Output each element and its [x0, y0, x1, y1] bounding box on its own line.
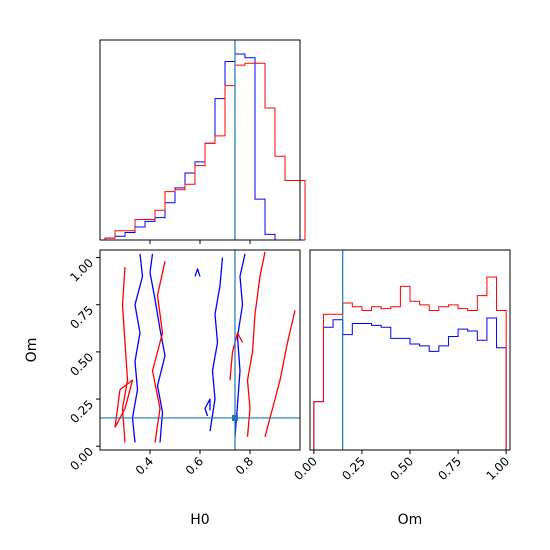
contour-5: [204, 398, 211, 417]
hist-om-xtick-label-0: 0.00: [291, 454, 320, 483]
contour-11: [114, 379, 134, 428]
contour-xtick-label-0: 0.4: [133, 454, 156, 477]
frame-hist-h0: [99, 39, 301, 241]
hist-om-xtick-label-2: 0.50: [387, 454, 416, 483]
contour-0: [131, 253, 144, 443]
contour-xtick-label-2: 0.8: [233, 454, 256, 477]
contour-2: [209, 257, 224, 432]
contour-6: [121, 266, 129, 443]
truth-marker: [232, 414, 238, 421]
contour-ytick-label-1: 0.25: [67, 397, 96, 426]
contour-ytick-label-2: 0.50: [67, 350, 96, 379]
contour-8: [246, 251, 266, 437]
contour-3: [234, 253, 246, 437]
contour-10: [229, 332, 244, 381]
ylabel-om: Om: [24, 338, 40, 363]
xlabel-om: Om: [398, 512, 423, 528]
frame-contour: [99, 249, 301, 451]
hist-om-series-1: [313, 276, 507, 450]
hist-om-xtick-label-3: 0.75: [435, 454, 464, 483]
hist-om-xtick-label-1: 0.25: [339, 454, 368, 483]
panel-hist-h0: [99, 39, 306, 244]
hist-h0-series-1: [104, 62, 306, 240]
hist-om-xtick-label-4: 1.00: [483, 454, 512, 483]
panel-hist-om: 0.00 0.25 0.50 0.75 1.00 Om: [291, 249, 512, 528]
contour-xtick-label-1: 0.6: [183, 454, 206, 477]
contour-ytick-label-3: 0.75: [67, 303, 96, 332]
contour-7: [151, 261, 166, 443]
contour-ytick-label-0: 0.00: [67, 444, 96, 473]
contour-4: [194, 268, 201, 277]
xlabel-h0: H0: [190, 512, 209, 528]
frame-hist-om: [309, 249, 511, 451]
contour-1: [149, 253, 166, 443]
contour-ytick-label-4: 1.00: [67, 256, 96, 285]
panel-contour: 0.4 0.6 0.8 0.00 0.25 0.50 0.75 1.00 H0 Om: [24, 249, 301, 528]
